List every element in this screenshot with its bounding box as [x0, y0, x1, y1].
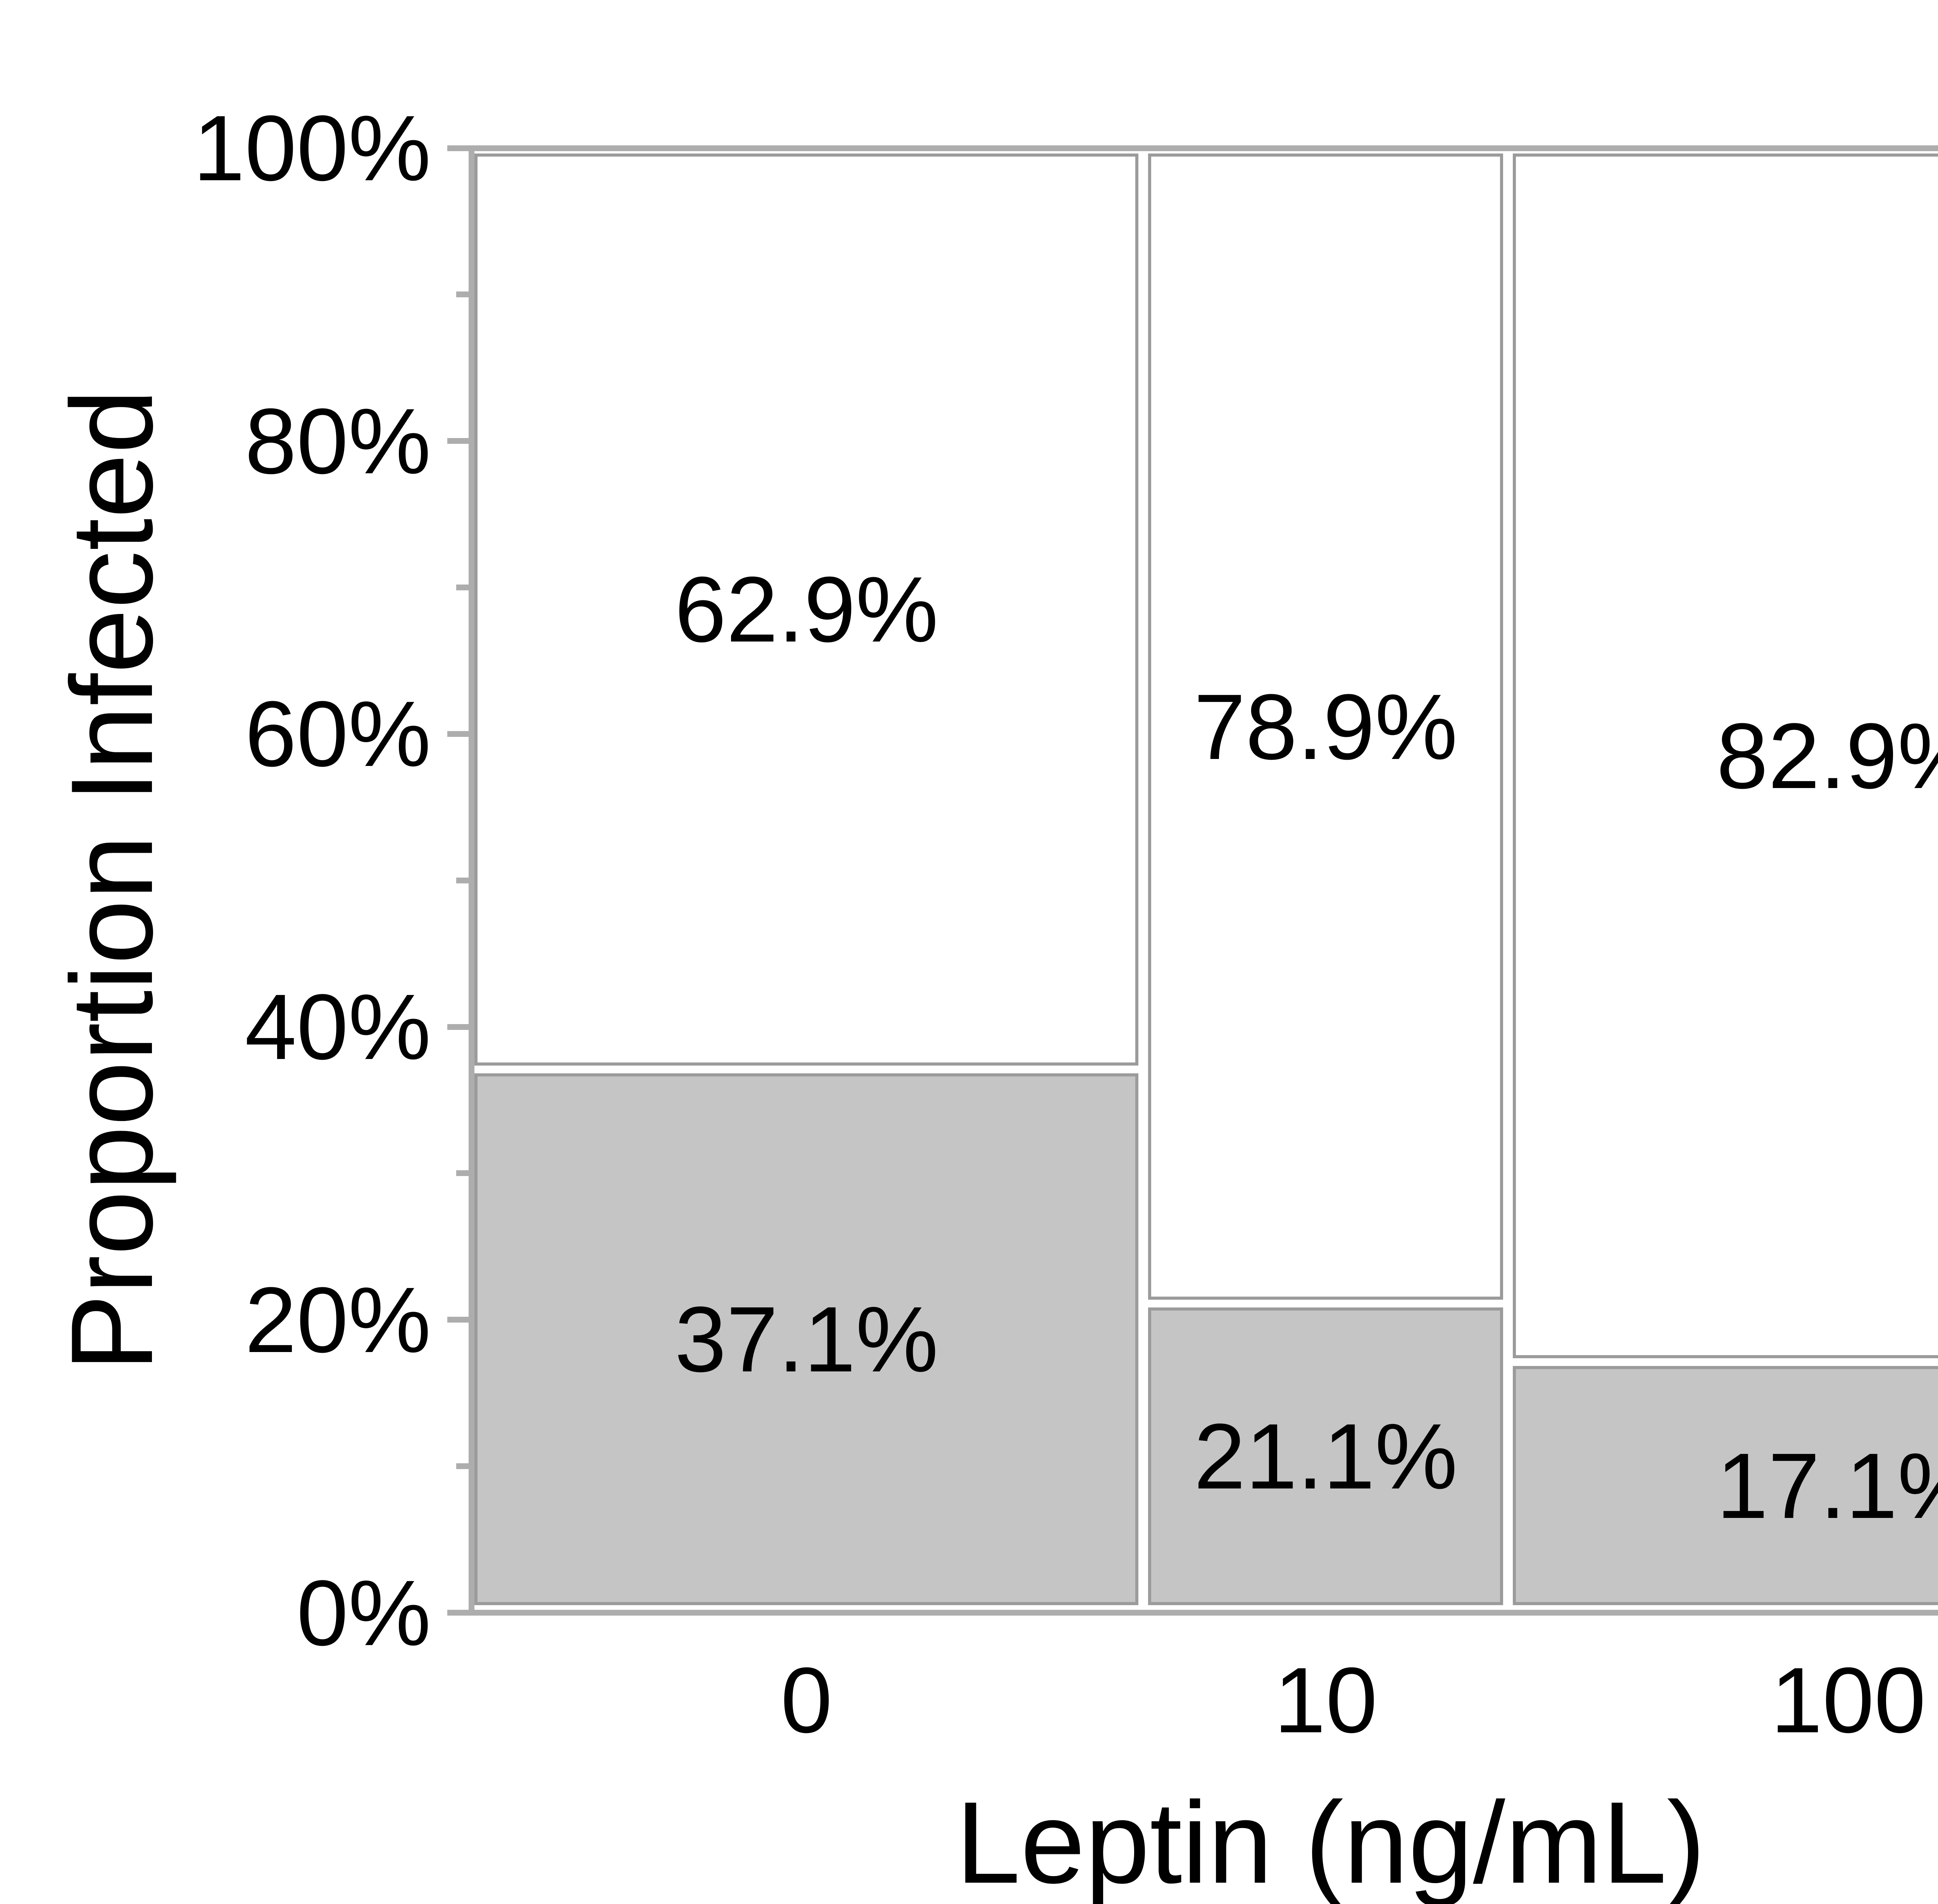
- x-axis-title: Leptin (ng/mL): [955, 1777, 1706, 1904]
- y-tick-label: 100%: [193, 96, 431, 200]
- mosaic-cell-upper: 62.9%: [474, 153, 1139, 1066]
- y-tick-label: 80%: [245, 389, 431, 493]
- segment-label: 78.9%: [1194, 674, 1458, 779]
- segment-label: 62.9%: [674, 557, 938, 662]
- y-tick-label: 0%: [297, 1561, 431, 1665]
- mosaic-cell-lower: 17.1%: [1513, 1366, 1938, 1605]
- y-tick-major: [447, 1317, 469, 1323]
- segment-label: 37.1%: [674, 1287, 938, 1391]
- y-tick-minor: [456, 1170, 469, 1176]
- y-tick-major: [447, 1024, 469, 1030]
- segment-label: 21.1%: [1194, 1404, 1458, 1509]
- y-tick-major: [447, 438, 469, 444]
- y-tick-minor: [456, 585, 469, 591]
- y-tick-label: 60%: [245, 682, 431, 786]
- segment-label: 17.1%: [1716, 1433, 1938, 1538]
- x-tick-label: 100: [1771, 1648, 1926, 1752]
- y-tick-label: 20%: [245, 1268, 431, 1372]
- plot-frame: [469, 145, 1938, 1616]
- mosaic-cell-upper: 82.9%: [1513, 153, 1938, 1359]
- y-tick-major: [447, 731, 469, 737]
- mosaic-cell-lower: 37.1%: [474, 1073, 1139, 1605]
- y-tick-minor: [456, 1463, 469, 1469]
- y-tick-major: [447, 1610, 469, 1616]
- x-tick-label: 0: [780, 1648, 833, 1752]
- y-tick-minor: [456, 877, 469, 883]
- mosaic-cell-upper: 78.9%: [1148, 153, 1504, 1300]
- mosaic-cell-lower: 21.1%: [1148, 1307, 1504, 1605]
- y-tick-minor: [456, 291, 469, 298]
- segment-label: 82.9%: [1716, 704, 1938, 808]
- x-tick-label: 10: [1274, 1648, 1378, 1752]
- y-tick-major: [447, 145, 469, 151]
- y-tick-label: 40%: [245, 975, 431, 1079]
